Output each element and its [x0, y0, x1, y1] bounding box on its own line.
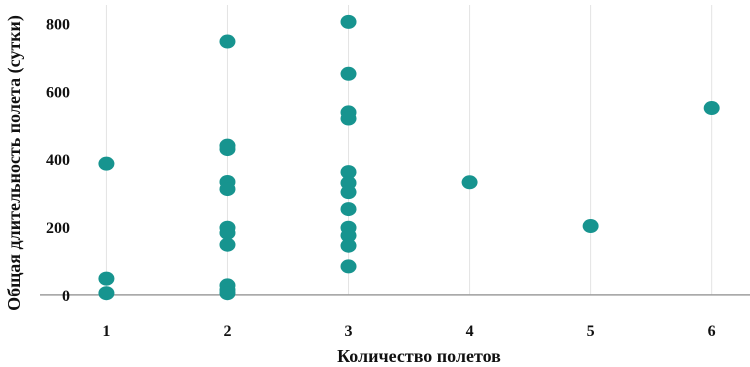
x-tick-label: 1: [102, 323, 110, 340]
data-point: [219, 34, 236, 49]
data-point: [340, 185, 357, 200]
data-point: [582, 219, 599, 234]
y-tick-label: 800: [46, 17, 70, 34]
data-point: [340, 238, 357, 253]
data-point: [340, 111, 357, 126]
data-point: [219, 286, 236, 301]
data-point: [219, 182, 236, 197]
y-axis-title: Общая длительность полета (сутки): [4, 15, 25, 311]
y-tick-label: 400: [46, 152, 70, 169]
x-tick-label: 5: [587, 323, 595, 340]
data-point: [98, 286, 115, 301]
x-tick-label: 3: [345, 323, 353, 340]
data-point: [340, 202, 357, 217]
data-point: [98, 271, 115, 286]
data-point: [340, 228, 357, 243]
y-tick-label: 0: [62, 288, 70, 305]
x-tick-label: 2: [223, 323, 231, 340]
x-tick-labels: 1 2 3 4 5 6: [102, 323, 715, 340]
data-point: [219, 237, 236, 252]
data-point: [340, 66, 357, 81]
data-point: [219, 142, 236, 157]
x-tick-label: 6: [708, 323, 716, 340]
y-tick-label: 200: [46, 220, 70, 237]
data-point: [340, 259, 357, 274]
data-point: [98, 156, 115, 171]
points-layer: [98, 14, 720, 301]
grid-layer: [105, 5, 713, 295]
data-point: [461, 175, 478, 190]
y-tick-label: 600: [46, 84, 70, 101]
x-tick-label: 4: [466, 323, 474, 340]
x-axis-title: Количество полетов: [337, 346, 501, 366]
data-point: [703, 101, 720, 116]
data-point: [219, 225, 236, 240]
data-point: [340, 165, 357, 180]
data-point: [340, 14, 357, 29]
y-tick-labels: 0 200 400 600 800: [46, 17, 70, 305]
